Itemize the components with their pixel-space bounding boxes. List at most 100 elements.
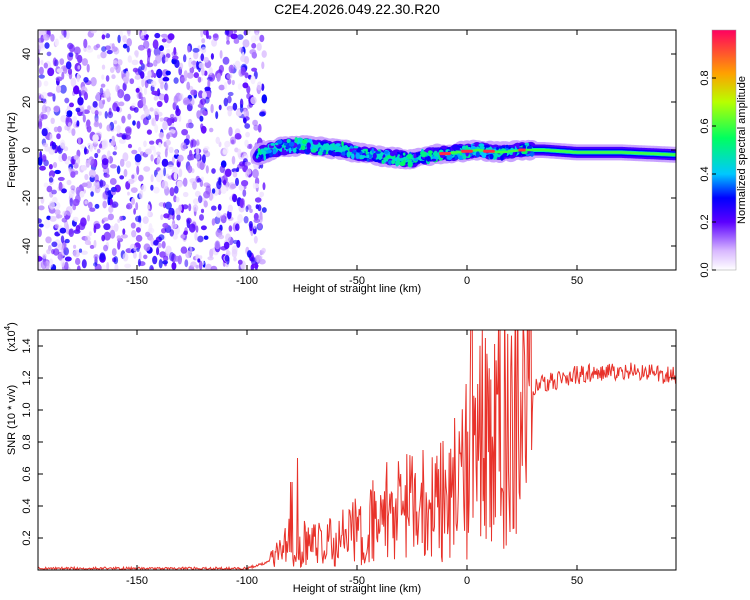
spectrogram-noise-cell: [38, 256, 43, 262]
spectrogram-noise-cell: [196, 178, 202, 183]
spectrogram-noise-cell: [259, 210, 263, 221]
spectrogram-noise-cell: [101, 34, 106, 40]
spectrogram-noise-cell: [150, 174, 154, 183]
spectrogram-noise-cell: [237, 259, 243, 265]
spectrogram-noise-cell: [38, 66, 44, 75]
spectrogram-noise-cell: [60, 258, 66, 268]
spectrogram-noise-cell: [161, 158, 169, 167]
spectrogram-noise-cell: [123, 93, 131, 102]
spectrogram-noise-cell: [69, 44, 75, 53]
spectrogram-signal-cell: [388, 160, 392, 165]
snr-scale-close: ): [6, 322, 18, 326]
spectrogram-noise-cell: [172, 55, 179, 60]
spectrogram-signal-cell: [383, 157, 389, 161]
spectrogram-noise-cell: [87, 105, 91, 111]
spectrogram-noise-cell: [232, 102, 238, 111]
spectrogram-noise-cell: [135, 87, 140, 93]
spectrogram-noise-cell: [242, 39, 250, 48]
spectrogram-noise-cell: [121, 115, 126, 124]
spectrogram-noise-cell: [219, 165, 225, 173]
spectrogram-noise-cell: [90, 77, 97, 87]
snr-ylabel: SNR (10 * v/v): [6, 385, 18, 455]
spectrogram-noise-cell: [237, 148, 242, 158]
spectrogram-noise-cell: [257, 123, 262, 133]
spectrogram-signal-cell: [331, 151, 336, 157]
spectrogram-noise-cell: [253, 124, 259, 131]
spectrogram-noise-cell: [39, 150, 43, 160]
spectrogram-signal-cell: [483, 145, 490, 148]
spectrogram-noise-cell: [227, 78, 232, 85]
spectrogram-signal-cell: [489, 153, 494, 160]
spectrogram-noise-cell: [122, 43, 128, 49]
spectrogram-noise-cell: [188, 203, 192, 212]
spectrogram-noise-cell: [199, 214, 204, 221]
spectrogram-noise-cell: [155, 173, 163, 183]
spectrogram-noise-cell: [101, 158, 109, 166]
spectrogram-noise-cell: [93, 239, 97, 248]
spectrogram-signal-cell: [389, 151, 396, 157]
spectrogram-signal-cell: [346, 151, 351, 158]
spectrogram-noise-cell: [203, 70, 208, 76]
snr-ytick-label: 0.8: [21, 434, 33, 449]
spectrogram-noise-cell: [90, 158, 97, 168]
spectrogram-noise-cell: [210, 53, 214, 60]
spectrogram-noise-cell: [109, 178, 117, 185]
spectrogram-noise-cell: [244, 56, 250, 65]
spectrogram-noise-cell: [222, 56, 230, 65]
colorbar: 0.0 0.2 0.4 0.6 0.8 Normalized spectral ampl…: [699, 29, 748, 278]
snr-ytick-label: 1.0: [21, 402, 33, 417]
spectrogram-noise-cell: [95, 93, 101, 102]
spectrogram-noise-cell: [163, 141, 167, 147]
spectrogram-noise-cell: [215, 136, 221, 144]
spectrogram-noise-cell: [127, 178, 135, 185]
spectrogram-noise-cell: [57, 243, 64, 251]
spectrogram-noise-cell: [47, 107, 50, 116]
spectrogram-noise-cell: [160, 81, 164, 90]
spectrogram-noise-cell: [65, 116, 70, 123]
spectrogram-noise-cell: [76, 265, 81, 270]
spectrogram-noise-cell: [166, 48, 171, 55]
spectrogram-noise-cell: [71, 158, 75, 165]
spectrogram-noise-cell: [83, 77, 89, 83]
spectrogram-noise-cell: [192, 47, 200, 53]
spectrogram-noise-cell: [156, 100, 163, 108]
spectrogram-noise-cell: [199, 115, 204, 122]
spectrogram-noise-cell: [122, 152, 129, 162]
spectrogram-noise-cell: [151, 117, 156, 127]
spectrogram-noise-cell: [213, 186, 219, 196]
spectrogram-noise-cell: [211, 205, 217, 211]
spectrogram-noise-cell: [212, 34, 219, 38]
spectrogram-noise-cell: [118, 101, 125, 107]
spectrogram-noise-cell: [160, 214, 164, 221]
colorbar-tick-label: 0.8: [699, 70, 711, 85]
spectrogram-noise-cell: [166, 132, 174, 138]
spectrogram-xtick-label: -150: [126, 275, 148, 287]
spectrogram-noise-cell: [51, 189, 57, 195]
spectrogram-noise-cell: [150, 266, 154, 270]
spectrogram-noise-cell: [135, 227, 141, 233]
spectrogram-signal-cell: [479, 146, 485, 150]
spectrogram-noise-cell: [241, 51, 245, 61]
spectrogram-noise-cell: [174, 149, 179, 156]
spectrogram-noise-cell: [227, 95, 232, 104]
spectrogram-noise-cell: [133, 208, 137, 215]
spectrogram-noise-cell: [233, 256, 237, 262]
spectrogram-noise-cell: [246, 168, 252, 175]
spectrogram-noise-cell: [241, 153, 249, 161]
spectrogram-noise-cell: [97, 54, 101, 59]
spectrogram-signal-cell: [277, 151, 281, 156]
spectrogram-noise-cell: [255, 204, 259, 210]
spectrogram-noise-cell: [196, 60, 199, 70]
spectrogram-noise-cell: [54, 223, 60, 229]
spectrogram-noise-cell: [211, 168, 216, 174]
spectrogram-noise-cell: [243, 216, 249, 224]
spectrogram-signal-cell: [420, 151, 427, 158]
spectrogram-signal-cell: [329, 146, 333, 151]
spectrogram-noise-cell: [169, 252, 175, 262]
spectrogram-noise-cell: [143, 254, 148, 260]
spectrogram-noise-cell: [132, 120, 136, 126]
spectrogram-noise-cell: [252, 168, 259, 179]
spectrogram-noise-cell: [260, 250, 265, 255]
spectrogram-noise-cell: [200, 176, 204, 181]
spectrogram-noise-cell: [51, 142, 57, 150]
